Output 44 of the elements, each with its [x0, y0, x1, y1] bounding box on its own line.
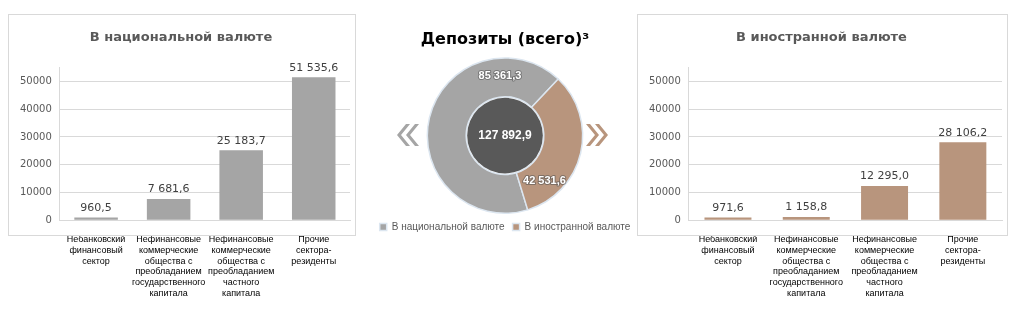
data-label: 971,6 — [712, 200, 744, 214]
data-label: 25 183,7 — [216, 133, 266, 147]
bar — [74, 217, 118, 220]
y-tick-label: 0 — [674, 213, 681, 225]
data-label: 1 158,8 — [785, 200, 828, 214]
y-tick-label: 40000 — [649, 102, 681, 114]
bar — [219, 150, 263, 220]
data-label: 12 295,0 — [860, 169, 910, 183]
y-tick-label: 50000 — [20, 75, 52, 87]
y-tick-label: 20000 — [20, 158, 52, 170]
data-label: 85 361,3 — [478, 68, 522, 81]
x-tick-label: Нефинансовые коммерческие общества с преобладанием частного капитала — [851, 234, 918, 299]
data-label: 960,5 — [80, 200, 112, 214]
x-tick-label: Нефинансовые коммерческие общества с преобладанием государственного капитала — [131, 234, 206, 299]
y-tick-label: 10000 — [649, 186, 681, 198]
y-tick-label: 0 — [45, 213, 52, 225]
y-tick-label: 30000 — [649, 130, 681, 142]
bar — [861, 186, 909, 220]
x-tick-label: Нефинансовые коммерческие общества с преобладанием государственного капитала — [769, 234, 843, 299]
chart-title: В национальной валюте — [89, 29, 273, 45]
data-label: 28 106,2 — [938, 125, 988, 139]
data-label: 7 681,6 — [147, 182, 190, 196]
y-tick-label: 20000 — [649, 158, 681, 170]
x-tick-label: Прочие сектора-резиденты — [291, 234, 337, 266]
y-tick-label: 40000 — [20, 102, 52, 114]
x-tick-label: Небанковский финансовый сектор — [698, 234, 758, 266]
y-tick-label: 50000 — [649, 75, 681, 87]
data-label: 42 531,6 — [523, 174, 566, 187]
legend-label: В национальной валюте — [391, 220, 506, 232]
text: 127 892,9 — [478, 127, 533, 142]
x-tick-label: Нефинансовые коммерческие общества с преобладанием частного капитала — [208, 234, 275, 299]
x-tick-label: Небанковский финансовый сектор — [66, 234, 126, 266]
chart-title: В иностранной валюте — [736, 29, 908, 45]
bar — [939, 142, 987, 220]
bar — [146, 198, 191, 220]
legend-label: В иностранной валюте — [524, 220, 631, 232]
y-tick-label: 30000 — [20, 130, 52, 142]
y-tick-label: 10000 — [20, 186, 52, 198]
x-tick-label: Прочие сектора-резиденты — [940, 234, 986, 266]
data-label: 51 535,6 — [289, 60, 339, 74]
bar — [782, 216, 830, 220]
chart-title: Депозиты (всего)³ — [420, 28, 590, 48]
bar — [704, 217, 752, 220]
bar — [291, 77, 336, 220]
